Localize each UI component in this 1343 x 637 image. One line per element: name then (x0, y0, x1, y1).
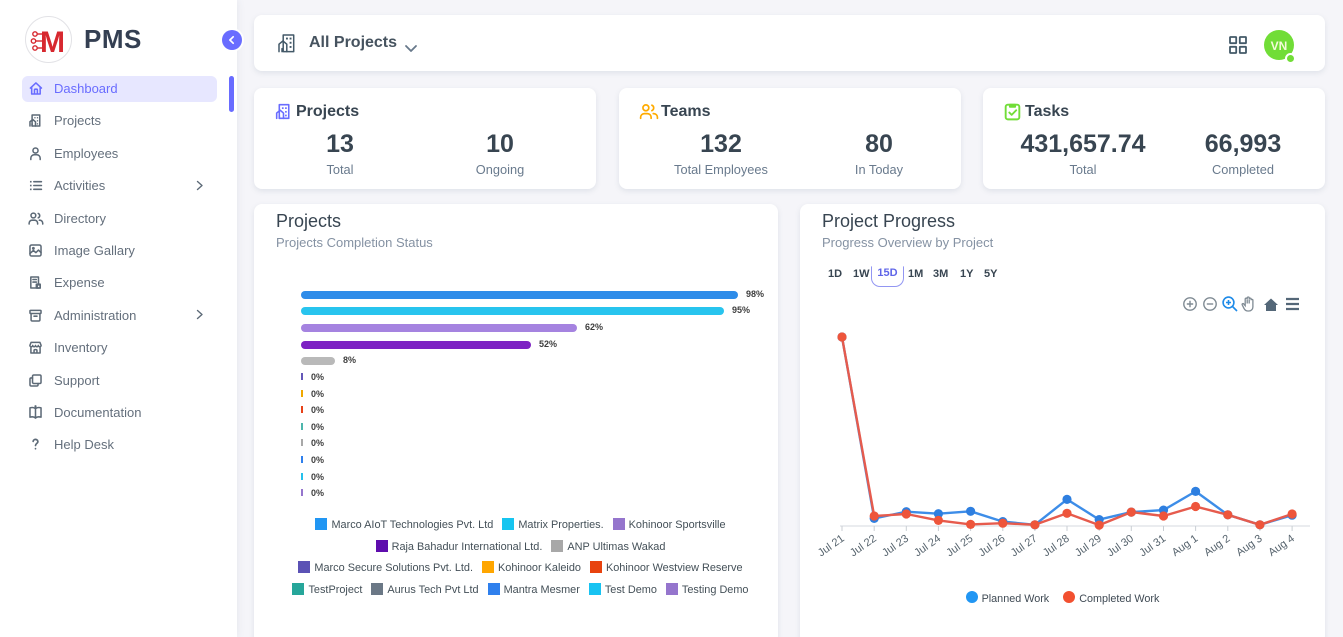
svg-text:Jul 21: Jul 21 (816, 533, 847, 560)
svg-text:Jul 23: Jul 23 (880, 533, 911, 560)
svg-text:Jul 28: Jul 28 (1041, 533, 1072, 560)
svg-text:Aug 3: Aug 3 (1234, 533, 1264, 559)
svg-text:Jul 30: Jul 30 (1105, 533, 1136, 560)
svg-text:Jul 27: Jul 27 (1009, 533, 1040, 560)
svg-text:Jul 31: Jul 31 (1137, 533, 1168, 560)
svg-text:Aug 4: Aug 4 (1266, 533, 1296, 559)
svg-text:Jul 26: Jul 26 (977, 533, 1008, 560)
svg-text:Jul 29: Jul 29 (1073, 533, 1104, 560)
svg-text:Aug 2: Aug 2 (1202, 533, 1232, 559)
svg-text:Jul 25: Jul 25 (944, 533, 975, 560)
svg-text:Aug 1: Aug 1 (1170, 533, 1200, 559)
svg-text:Jul 24: Jul 24 (912, 533, 943, 560)
svg-text:M: M (40, 26, 65, 58)
svg-text:Jul 22: Jul 22 (848, 533, 879, 560)
